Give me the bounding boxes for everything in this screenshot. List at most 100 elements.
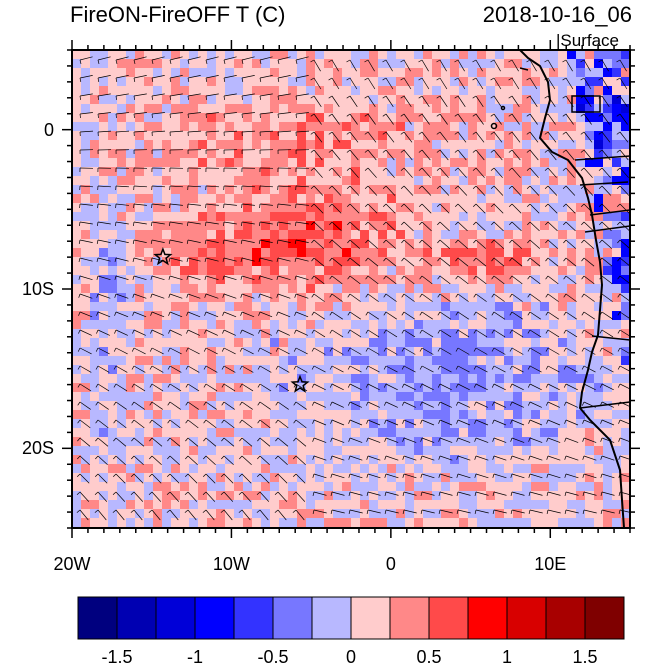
field-cell <box>558 293 568 303</box>
field-cell <box>495 365 505 375</box>
wind-barb <box>619 257 630 267</box>
field-cell <box>171 419 181 429</box>
field-cell <box>306 410 316 420</box>
field-cell <box>117 500 127 510</box>
wind-barb <box>349 347 362 355</box>
wind-barb <box>511 347 524 355</box>
field-cell <box>189 329 199 339</box>
wind-barb <box>295 455 306 466</box>
field-cell <box>306 86 316 96</box>
wind-barb-flag <box>598 113 603 117</box>
field-cell <box>243 491 253 501</box>
field-cell <box>396 149 406 159</box>
field-cell <box>450 509 460 519</box>
wind-barb <box>97 329 110 336</box>
field-cell <box>153 185 163 195</box>
field-cell <box>234 230 244 240</box>
field-cell <box>252 221 262 231</box>
wind-barb <box>151 185 166 188</box>
wind-barb <box>421 257 433 267</box>
wind-barb <box>115 311 129 318</box>
field-cell <box>423 113 433 123</box>
field-cell <box>117 356 127 366</box>
field-cell <box>567 500 577 510</box>
field-cell <box>423 509 433 519</box>
field-cell <box>603 239 613 249</box>
field-cell <box>513 86 523 96</box>
field-cell <box>162 455 172 465</box>
field-cell <box>72 383 82 393</box>
field-cell <box>324 392 334 402</box>
wind-barb-flag <box>490 203 495 208</box>
field-cell <box>585 149 595 159</box>
wind-barb-flag <box>400 149 405 153</box>
field-cell <box>576 185 586 195</box>
field-cell <box>495 500 505 510</box>
field-cell <box>423 455 433 465</box>
field-cell <box>342 86 352 96</box>
field-cell <box>360 482 370 492</box>
wind-barb <box>133 455 144 466</box>
field-cell <box>486 293 496 303</box>
wind-barb <box>313 329 326 338</box>
field-cell <box>324 410 334 420</box>
wind-barb <box>583 257 595 267</box>
field-cell <box>261 518 271 528</box>
wind-barb-flag <box>419 401 423 406</box>
wind-barb <box>133 221 147 225</box>
field-cell <box>342 176 352 186</box>
field-cell <box>234 95 244 105</box>
field-cell <box>306 239 316 249</box>
field-cell <box>486 518 496 528</box>
field-cell <box>333 356 343 366</box>
wind-barb <box>529 293 541 302</box>
field-cell <box>126 149 136 159</box>
field-cell <box>567 149 577 159</box>
wind-barb-flag <box>347 275 351 280</box>
wind-barb-flag <box>563 365 567 370</box>
field-cell <box>558 176 568 186</box>
field-cell <box>360 365 370 375</box>
field-cell <box>477 428 487 438</box>
field-cell <box>522 392 532 402</box>
field-cell <box>405 257 415 267</box>
wind-barb <box>313 59 321 72</box>
field-cell <box>117 86 127 96</box>
wind-barb-flag <box>187 95 189 100</box>
field-cell <box>162 140 172 150</box>
field-cell <box>612 383 622 393</box>
field-cell <box>504 428 514 438</box>
field-cell <box>549 257 559 267</box>
field-cell <box>450 464 460 474</box>
wind-barb-flag <box>78 329 81 334</box>
field-cell <box>153 293 163 303</box>
wind-barb <box>547 365 560 373</box>
field-cell <box>441 356 451 366</box>
field-cell <box>405 437 415 447</box>
field-cell <box>342 410 352 420</box>
wind-barb <box>313 419 327 426</box>
field-cell <box>72 500 82 510</box>
field-cell <box>531 221 541 231</box>
wind-barb-flag <box>113 365 117 370</box>
wind-barb-flag <box>544 59 549 63</box>
wind-barb <box>565 149 575 161</box>
wind-barb-flag <box>295 113 297 119</box>
field-cell <box>603 455 613 465</box>
field-cell <box>441 221 451 231</box>
wind-barb <box>385 347 398 355</box>
wind-barb-flag <box>384 491 387 496</box>
field-cell <box>477 122 487 132</box>
field-cell <box>315 194 325 204</box>
wind-barb <box>439 311 451 320</box>
field-cell <box>72 455 82 465</box>
field-cell <box>171 428 181 438</box>
field-cell <box>495 158 505 168</box>
field-cell <box>270 419 280 429</box>
wind-barb <box>601 203 612 214</box>
field-cell <box>531 419 541 429</box>
field-cell <box>117 338 127 348</box>
field-cell <box>378 239 388 249</box>
wind-barb-flag <box>418 131 423 135</box>
field-cell <box>261 203 271 213</box>
